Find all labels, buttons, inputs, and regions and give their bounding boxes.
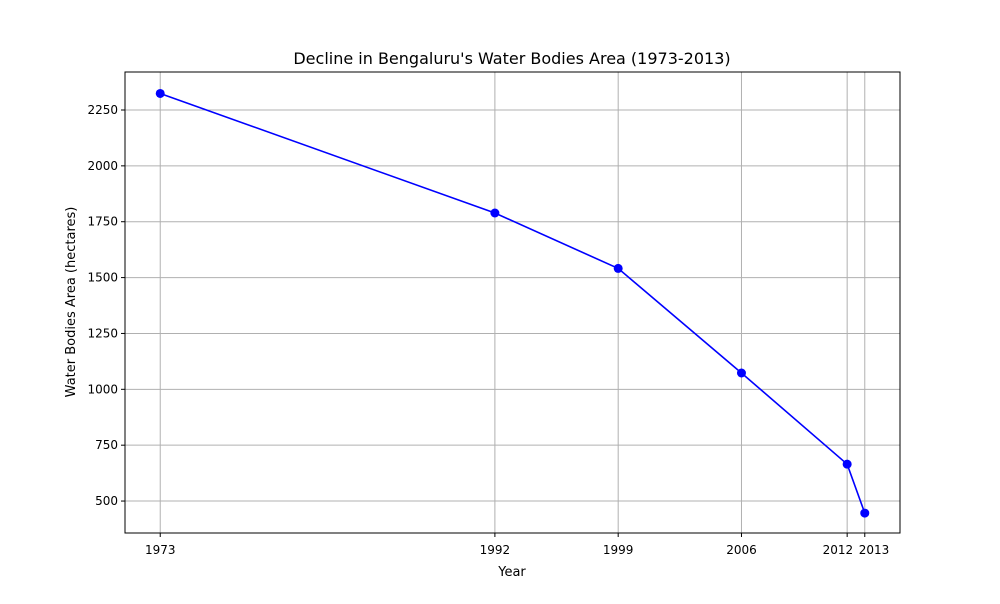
y-tick-label: 1500: [87, 271, 118, 285]
plot-area-frame: [124, 71, 901, 534]
x-axis-label: Year: [497, 565, 526, 580]
data-point-1999: [613, 263, 623, 273]
y-tick-label: 2250: [87, 103, 118, 117]
chart-title: Decline in Bengaluru's Water Bodies Area…: [293, 49, 730, 68]
y-tick-label: 750: [95, 438, 118, 452]
data-point-1973: [155, 88, 165, 98]
data-point-2006: [736, 368, 746, 378]
y-tick-label: 1250: [87, 326, 118, 340]
data-point-2012: [842, 459, 852, 469]
data-point-1992: [490, 208, 500, 218]
y-tick-label: 1750: [87, 215, 118, 229]
x-tick-label: 2013: [859, 543, 890, 557]
x-tick-label: 2012: [823, 543, 854, 557]
y-axis-label: Water Bodies Area (hectares): [64, 207, 79, 398]
series-line: [159, 92, 866, 514]
x-tick-label: 1992: [480, 543, 511, 557]
x-tick-label: 2006: [726, 543, 757, 557]
y-tick-label: 2000: [87, 159, 118, 173]
y-tick-label: 500: [95, 494, 118, 508]
data-point-2013: [860, 508, 870, 518]
y-tick-label: 1000: [87, 382, 118, 396]
x-tick-label: 1973: [145, 543, 176, 557]
x-tick-label: 1999: [603, 543, 634, 557]
